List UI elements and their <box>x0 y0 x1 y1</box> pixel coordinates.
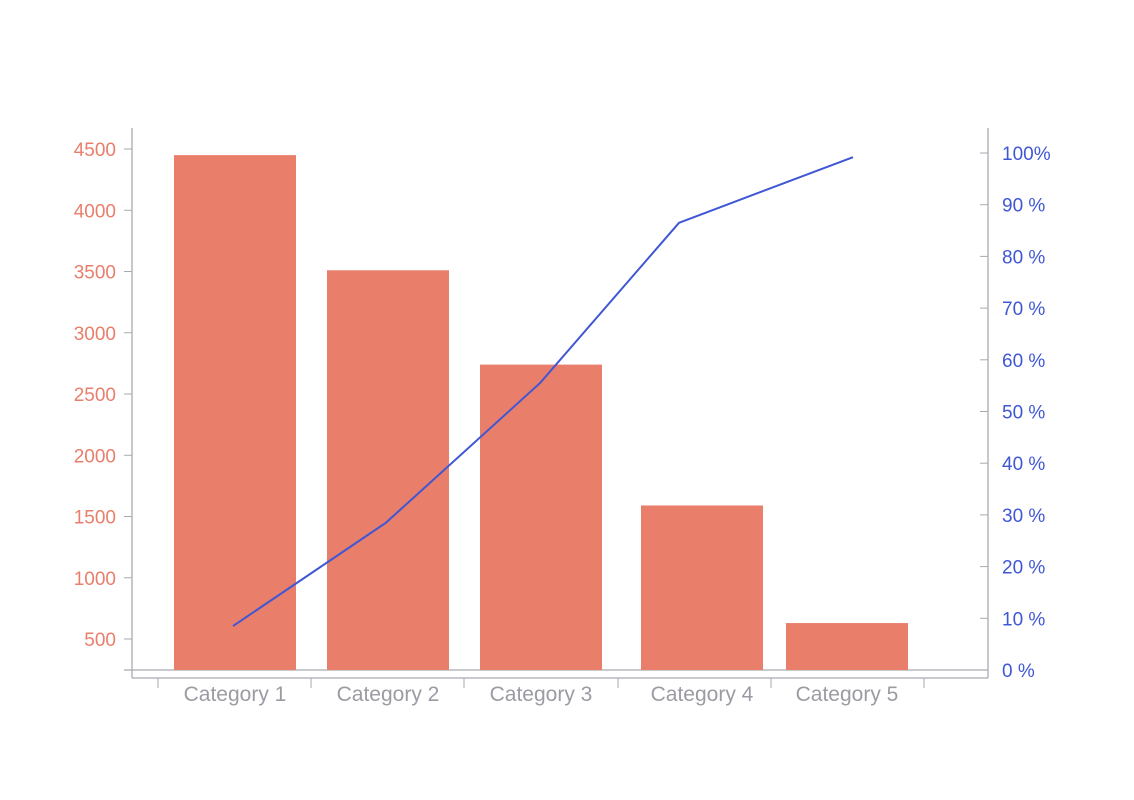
right-tick-label: 0 % <box>1002 661 1035 682</box>
left-tick-label: 4500 <box>74 140 116 161</box>
category-label: Category 1 <box>184 683 287 706</box>
right-tick-label: 50 % <box>1002 403 1045 424</box>
right-axis-ticks: 0 % 10 % 20 % 30 % 40 % 50 % 60 % 70 % 80 % 90 % 1… <box>980 144 1051 682</box>
left-tick-label: 3500 <box>74 263 116 284</box>
category-label: Category 2 <box>337 683 440 706</box>
right-tick-label: 20 % <box>1002 558 1045 579</box>
right-tick-label: 70 % <box>1002 299 1045 320</box>
category-label: Category 4 <box>651 683 754 706</box>
category-label: Category 5 <box>796 683 899 706</box>
left-tick-label: 1500 <box>74 508 116 529</box>
cumulative-line-series <box>232 156 854 627</box>
right-tick-label: 30 % <box>1002 506 1045 527</box>
right-tick-label: 100% <box>1002 144 1051 165</box>
left-tick-label: 1000 <box>74 569 116 590</box>
right-tick-label: 90 % <box>1002 196 1045 217</box>
left-tick-label: 500 <box>84 630 116 651</box>
right-tick-label: 10 % <box>1002 609 1045 630</box>
right-tick-label: 60 % <box>1002 351 1045 372</box>
right-tick-label: 80 % <box>1002 247 1045 268</box>
left-tick-label: 2500 <box>74 385 116 406</box>
right-tick-label: 40 % <box>1002 454 1045 475</box>
category-label: Category 3 <box>490 683 593 706</box>
bar-2 <box>327 270 449 670</box>
left-tick-label: 2000 <box>74 446 116 467</box>
left-tick-label: 4000 <box>74 201 116 222</box>
bar-5 <box>786 623 908 670</box>
left-axis-ticks: 500 1000 1500 2000 2500 3000 3500 4000 4500 <box>74 140 132 651</box>
bar-1 <box>174 155 296 670</box>
left-tick-label: 3000 <box>74 324 116 345</box>
bar-4 <box>641 505 763 670</box>
bar-3 <box>480 364 602 670</box>
category-axis: Category 1 Category 2 Category 3 Category 4… <box>157 678 925 706</box>
bars <box>174 155 908 670</box>
